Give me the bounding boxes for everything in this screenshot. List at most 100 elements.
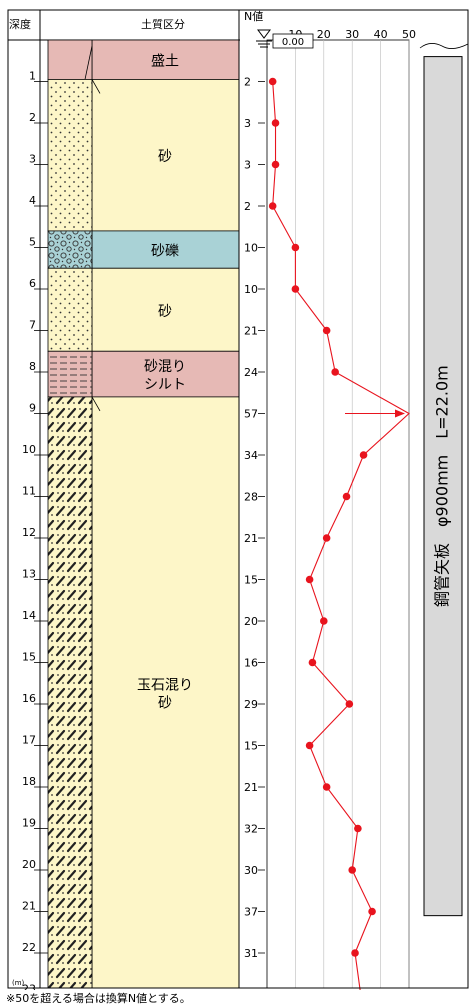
n-value-label: 28 (244, 491, 258, 504)
n-value-point (345, 700, 354, 708)
depth-tick-label: 17 (22, 734, 36, 747)
n-value-point (271, 119, 280, 127)
n-value-point (268, 202, 277, 210)
soil-layer-label: 盛土 (151, 54, 179, 70)
n-value-label: 34 (244, 449, 258, 462)
depth-tick-label: 8 (29, 360, 36, 373)
n-value-label: 31 (244, 947, 258, 960)
n-value-point (368, 907, 376, 916)
n-header: N値 (244, 10, 263, 23)
soil-layer-pattern (47, 230, 93, 269)
n-value-label: 30 (244, 864, 258, 877)
soil-layer-pattern (47, 267, 93, 352)
depth-tick-label: 6 (29, 277, 36, 290)
n-value-label: 16 (244, 657, 258, 670)
n-value-chart: 1020304050233210102124573428211520162915… (244, 28, 416, 990)
n-value-label: 33 (244, 989, 258, 991)
n-value-label: 2 (244, 200, 251, 213)
n-axis-tick-label: 20 (317, 28, 331, 41)
depth-tick-label: 1 (29, 70, 36, 83)
depth-tick-label: 19 (22, 817, 36, 830)
soil-layer-label: 砂 (158, 304, 172, 320)
depth-unit: (m) (12, 979, 25, 987)
n-value-label: 3 (244, 117, 251, 130)
soil-layer-pattern (47, 350, 93, 398)
n-value-point (271, 160, 280, 169)
depth-tick-label: 11 (22, 485, 36, 498)
log-frame (7, 9, 469, 989)
depth-header: 深度 (9, 17, 31, 31)
header-row: 深度 土質区分 N値 (8, 10, 263, 41)
n-value-label: 10 (244, 242, 258, 255)
depth-tick-label: 7 (29, 319, 36, 332)
n-value-point (322, 783, 331, 791)
n-value-point (305, 575, 314, 584)
depth-tick-label: 10 (22, 443, 36, 456)
depth-tick-label: 20 (22, 858, 36, 871)
pile-column: 鋼管矢板 φ900mm L=22.0m (419, 43, 469, 917)
n-value-label: 20 (244, 615, 258, 628)
n-value-label: 24 (244, 366, 258, 379)
soil-header: 土質区分 (141, 17, 185, 31)
n-axis-tick-label: 30 (345, 28, 359, 41)
n-value-label: 10 (244, 283, 258, 296)
depth-tick-label: 18 (22, 775, 36, 788)
depth-tick-label: 12 (22, 526, 36, 539)
n-value-point (351, 949, 359, 957)
n-value-point (354, 824, 362, 833)
depth-tick-label: 2 (29, 111, 36, 124)
n-value-point (342, 492, 351, 501)
n-value-label: 21 (244, 532, 258, 545)
water-level-marker: 0.00 (256, 29, 314, 49)
n-value-point (359, 451, 368, 459)
n-value-label: 37 (244, 906, 258, 919)
n-overflow-arrowhead (395, 409, 405, 418)
n-value-point (268, 77, 277, 86)
pile-label: 鋼管矢板 φ900mm L=22.0m (433, 365, 452, 607)
depth-tick-label: 5 (29, 236, 36, 249)
n-value-label: 29 (244, 698, 258, 711)
soil-layer-label: 砂礫 (151, 244, 179, 260)
soil-layer-pattern (47, 79, 93, 232)
n-value-label: 21 (244, 325, 258, 338)
n-value-point (320, 617, 328, 625)
n-value-point (308, 658, 317, 667)
layer-boundary-slant (91, 79, 101, 94)
soil-layer-label: 玉石混り (137, 677, 193, 693)
soil-layer-fill (91, 79, 240, 232)
soil-layer-pattern (47, 396, 93, 989)
depth-tick-label: 16 (22, 692, 36, 705)
water-level-value: 0.00 (282, 37, 304, 48)
depth-tick-label: 23 (22, 983, 36, 991)
soil-layer-fill (91, 396, 240, 989)
n-value-label: 3 (244, 159, 251, 172)
n-value-point (348, 866, 357, 874)
n-value-label: 32 (244, 823, 258, 836)
n-value-point (331, 368, 339, 376)
depth-tick-label: 21 (22, 900, 36, 913)
n-value-label: 2 (244, 76, 251, 89)
depth-tick-label: 22 (22, 941, 36, 954)
n-value-label: 15 (244, 740, 258, 753)
n-value-point (291, 285, 300, 293)
n-value-label: 57 (244, 408, 258, 421)
depth-tick-label: 3 (29, 153, 36, 166)
depth-tick-label: 13 (22, 568, 36, 581)
n-value-label: 15 (244, 574, 258, 587)
depth-tick-label: 15 (22, 651, 36, 664)
n-value-line (272, 81, 410, 990)
depth-tick-label: 4 (29, 194, 36, 207)
soil-layer-label: 砂混り (144, 359, 186, 375)
depth-axis: 123456789101112131415161718192021222324 (22, 70, 48, 991)
layer-boundary-slant (84, 45, 93, 80)
soil-layer-pattern (47, 39, 93, 80)
n-axis-tick-label: 50 (402, 28, 416, 41)
n-axis-tick-label: 40 (374, 28, 388, 41)
depth-tick-label: 14 (22, 609, 36, 622)
soil-layer-label: 砂 (158, 149, 172, 165)
n-value-point (322, 326, 331, 335)
n-value-point (291, 243, 300, 252)
soil-layer-label: 砂 (158, 695, 172, 711)
